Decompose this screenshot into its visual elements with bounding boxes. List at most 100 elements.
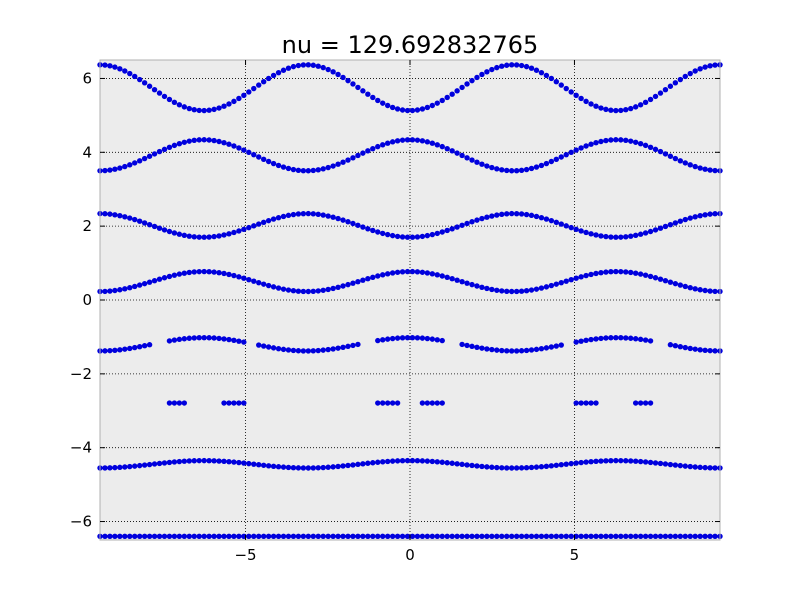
- data-point: [652, 460, 659, 466]
- data-point: [558, 279, 564, 286]
- data-point: [508, 533, 515, 540]
- data-point: [295, 167, 302, 173]
- data-point: [345, 157, 351, 163]
- data-point: [275, 162, 282, 169]
- data-point: [618, 234, 624, 240]
- data-point: [151, 461, 158, 467]
- data-point: [593, 232, 599, 238]
- data-point: [181, 139, 188, 145]
- data-point: [345, 343, 351, 350]
- data-point: [146, 279, 153, 285]
- data-point: [667, 83, 674, 89]
- data-point: [702, 212, 708, 218]
- data-point: [246, 533, 252, 540]
- data-point: [340, 217, 346, 223]
- data-point: [538, 533, 545, 540]
- data-point: [667, 153, 674, 159]
- data-point: [568, 276, 574, 283]
- data-point: [151, 223, 158, 230]
- data-point: [280, 213, 287, 220]
- data-point: [375, 229, 381, 235]
- data-point: [628, 138, 634, 144]
- data-point: [657, 90, 664, 96]
- data-point: [236, 274, 242, 280]
- data-point: [628, 105, 634, 112]
- data-point: [543, 463, 550, 469]
- data-point: [489, 533, 495, 540]
- data-point: [513, 533, 520, 540]
- data-point: [598, 269, 604, 276]
- data-point: [246, 149, 252, 156]
- data-point: [280, 464, 287, 470]
- data-point: [270, 463, 277, 469]
- data-point: [499, 533, 505, 540]
- data-point: [563, 85, 569, 92]
- data-point: [226, 101, 232, 107]
- data-point: [508, 168, 515, 174]
- data-point: [608, 137, 614, 143]
- data-point: [246, 460, 252, 467]
- data-point: [712, 167, 718, 174]
- data-point: [310, 348, 316, 354]
- data-point: [132, 216, 138, 223]
- data-point: [652, 93, 659, 100]
- data-point: [647, 273, 654, 280]
- data-point: [613, 137, 619, 143]
- data-point: [474, 159, 480, 165]
- data-point: [340, 344, 346, 350]
- data-point: [494, 287, 500, 293]
- data-point: [672, 155, 679, 162]
- data-point: [201, 268, 207, 275]
- data-point: [598, 105, 604, 111]
- data-point: [712, 348, 718, 354]
- data-point: [275, 214, 282, 221]
- data-point: [464, 533, 470, 540]
- data-point: [380, 337, 386, 343]
- data-point: [325, 533, 331, 540]
- data-point: [508, 348, 515, 354]
- data-point: [623, 234, 629, 240]
- data-point: [122, 163, 128, 170]
- data-point: [156, 460, 163, 467]
- data-point: [117, 66, 123, 72]
- data-point: [439, 337, 445, 344]
- data-point: [156, 276, 163, 282]
- data-point: [166, 400, 173, 406]
- data-point: [399, 335, 406, 341]
- data-point: [583, 459, 589, 465]
- data-point: [548, 158, 555, 165]
- y-axis-tick-labels: −6 −4 −2 0 2 4 6: [70, 69, 92, 530]
- data-point: [275, 285, 282, 291]
- data-point: [563, 151, 569, 158]
- data-point: [305, 465, 312, 471]
- data-point: [459, 222, 465, 228]
- data-point: [141, 220, 148, 226]
- data-point: [573, 460, 579, 466]
- data-point: [102, 465, 108, 471]
- data-point: [102, 348, 108, 354]
- data-point: [310, 62, 316, 68]
- data-point: [151, 277, 158, 284]
- data-point: [429, 533, 436, 540]
- data-point: [375, 97, 381, 104]
- data-point: [409, 234, 416, 240]
- data-point: [270, 72, 277, 79]
- data-point: [707, 63, 713, 69]
- data-point: [310, 167, 316, 174]
- series-band-6: [97, 210, 723, 240]
- data-point: [112, 64, 118, 70]
- data-point: [196, 234, 202, 240]
- data-point: [360, 533, 366, 540]
- data-point: [677, 282, 684, 288]
- data-point: [365, 460, 371, 466]
- data-point: [389, 104, 396, 111]
- data-point: [315, 465, 321, 471]
- data-point: [231, 337, 237, 344]
- data-point: [206, 107, 212, 113]
- data-point: [275, 69, 282, 76]
- data-point: [102, 211, 108, 217]
- data-point: [107, 533, 113, 540]
- data-point: [578, 228, 584, 234]
- data-point: [186, 533, 192, 540]
- data-point: [553, 79, 560, 85]
